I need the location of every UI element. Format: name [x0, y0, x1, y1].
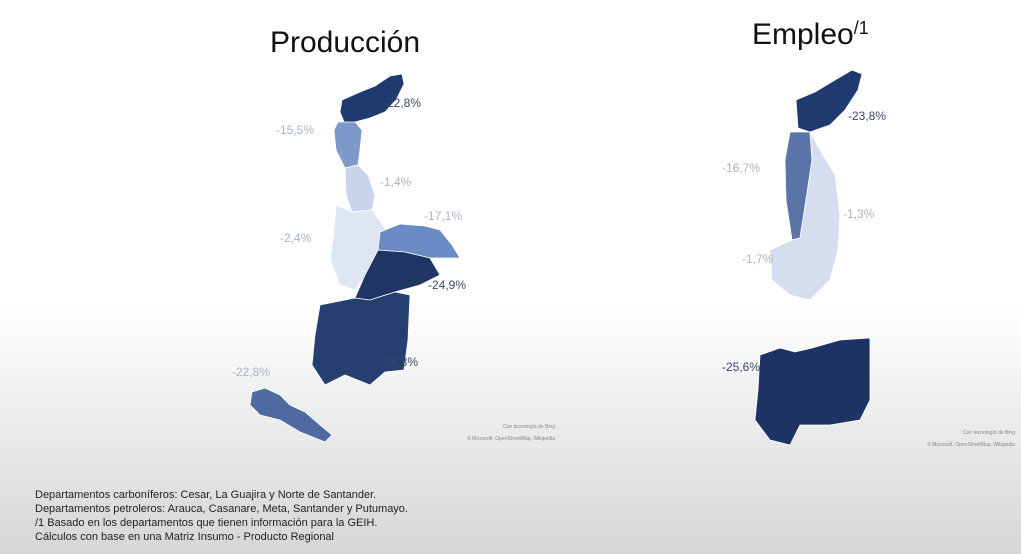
- region-label: -24,9%: [428, 278, 466, 292]
- map-production: [249, 73, 461, 443]
- region: [249, 387, 333, 443]
- attribution: Con tecnología de Bing: [503, 424, 555, 430]
- region-label: -1,4%: [380, 175, 412, 189]
- region: [769, 131, 841, 301]
- region-label: -22,8%: [232, 365, 270, 379]
- footnote: Departamentos petroleros: Arauca, Casana…: [35, 503, 408, 515]
- region: [795, 69, 863, 133]
- region-label: -17,1%: [424, 209, 462, 223]
- region-label: -1,7%: [742, 252, 774, 266]
- footnote: /1 Basado en los departamentos que tiene…: [35, 517, 377, 529]
- region-label: -1,3%: [843, 207, 875, 221]
- title-superscript: /1: [854, 18, 869, 38]
- region-label: -24,3%: [380, 355, 418, 369]
- footnote: Departamentos carboníferos: Cesar, La Gu…: [35, 489, 376, 501]
- region-label: -2,4%: [280, 231, 312, 245]
- region: [344, 164, 376, 213]
- region-label: -16,7%: [722, 161, 760, 175]
- region-label: -25,6%: [722, 360, 760, 374]
- map-title: Empleo/1: [752, 18, 869, 51]
- attribution: © Microsoft, OpenStreetMap, Wikipedia: [927, 441, 1015, 448]
- region-label: -22,8%: [383, 96, 421, 110]
- map-employment: [754, 69, 871, 446]
- region: [354, 249, 441, 301]
- attribution: Con tecnología de Bing: [963, 430, 1015, 436]
- region-label: -23,8%: [848, 109, 886, 123]
- region: [754, 337, 871, 446]
- map-title: Producción: [270, 26, 420, 59]
- attribution: © Microsoft, OpenStreetMap, Wikipedia: [467, 435, 555, 442]
- footnote: Cálculos con base en una Matriz Insumo -…: [35, 531, 334, 543]
- region-label: -15,5%: [276, 123, 314, 137]
- region: [311, 291, 411, 386]
- title-main: Empleo: [752, 18, 854, 51]
